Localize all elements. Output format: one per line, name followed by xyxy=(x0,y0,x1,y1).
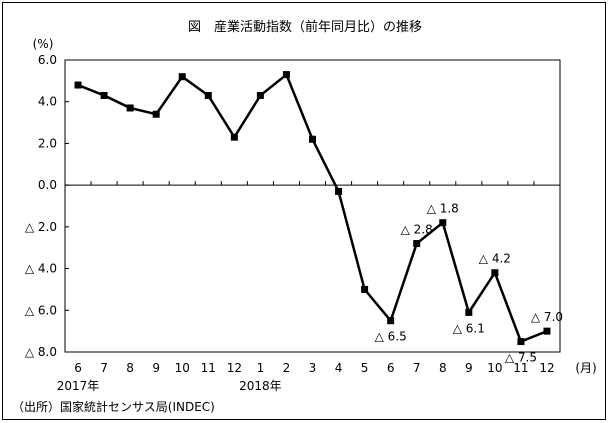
data-label: △ 2.8 xyxy=(401,223,433,237)
x-tick-label: 11 xyxy=(513,361,528,375)
y-tick-label: 0.0 xyxy=(38,178,57,192)
y-tick-label: 4.0 xyxy=(38,95,57,109)
series-line xyxy=(77,72,548,344)
data-point xyxy=(387,317,395,325)
x-tick-label: 1 xyxy=(257,361,265,375)
y-tick-label: 6.0 xyxy=(38,53,57,67)
data-label: △ 7.0 xyxy=(531,310,563,324)
data-point xyxy=(204,91,212,99)
x-tick-label: 10 xyxy=(487,361,502,375)
source-note: （出所）国家統計センサス局(INDEC) xyxy=(12,400,215,414)
data-point xyxy=(309,135,316,143)
chart-title: 図 産業活動指数（前年同月比）の推移 xyxy=(187,20,422,35)
x-tick-label: 9 xyxy=(152,361,160,375)
y-tick-label: △ 2.0 xyxy=(25,220,57,234)
data-point xyxy=(256,91,264,99)
data-point xyxy=(126,104,134,112)
data-point xyxy=(100,91,108,99)
data-point xyxy=(282,71,290,79)
data-point xyxy=(543,327,551,335)
data-point xyxy=(74,81,82,89)
data-point xyxy=(465,308,473,316)
data-label: △ 6.5 xyxy=(375,330,407,344)
x-tick-label: 6 xyxy=(74,361,82,375)
data-label: △ 4.2 xyxy=(479,252,511,266)
x-tick-label: 12 xyxy=(227,361,242,375)
data-point xyxy=(439,219,447,227)
data-point xyxy=(517,338,525,346)
y-tick-label: △ 4.0 xyxy=(25,262,57,276)
y-unit-label: (%) xyxy=(33,37,54,51)
data-point xyxy=(361,285,369,293)
x-tick-label: 11 xyxy=(201,361,216,375)
x-unit-label: (月) xyxy=(575,361,596,375)
x-tick-label: 5 xyxy=(361,361,369,375)
x-tick-label: 6 xyxy=(387,361,395,375)
year-label: 2018年 xyxy=(239,379,282,393)
data-point xyxy=(230,133,238,141)
x-tick-label: 3 xyxy=(309,361,317,375)
x-tick-label: 2 xyxy=(283,361,291,375)
x-tick-label: 7 xyxy=(100,361,108,375)
x-tick-label: 7 xyxy=(413,361,421,375)
data-point xyxy=(413,240,421,248)
year-label: 2017年 xyxy=(57,379,100,393)
x-tick-label: 4 xyxy=(335,361,343,375)
y-tick-label: 2.0 xyxy=(38,136,57,150)
data-label: △ 7.5 xyxy=(505,351,537,365)
x-tick-label: 10 xyxy=(175,361,190,375)
data-point xyxy=(152,110,160,118)
data-label: △ 6.1 xyxy=(453,321,485,335)
data-point xyxy=(335,187,343,195)
data-point xyxy=(491,269,499,277)
data-point xyxy=(178,73,186,81)
x-tick-label: 9 xyxy=(465,361,473,375)
x-tick-label: 8 xyxy=(126,361,134,375)
y-tick-label: △ 8.0 xyxy=(25,345,57,359)
y-tick-label: △ 6.0 xyxy=(25,303,57,317)
x-tick-label: 12 xyxy=(539,361,554,375)
chart-frame xyxy=(2,2,606,420)
data-label: △ 1.8 xyxy=(427,202,459,216)
x-tick-label: 8 xyxy=(439,361,447,375)
plot-area xyxy=(64,59,561,353)
